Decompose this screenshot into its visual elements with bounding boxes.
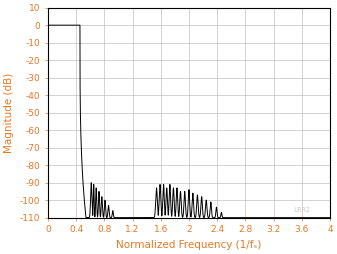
Y-axis label: Magnitude (dB): Magnitude (dB): [4, 73, 14, 153]
X-axis label: Normalized Frequency (1/fₛ): Normalized Frequency (1/fₛ): [116, 240, 262, 250]
Text: LRR2: LRR2: [293, 208, 310, 213]
